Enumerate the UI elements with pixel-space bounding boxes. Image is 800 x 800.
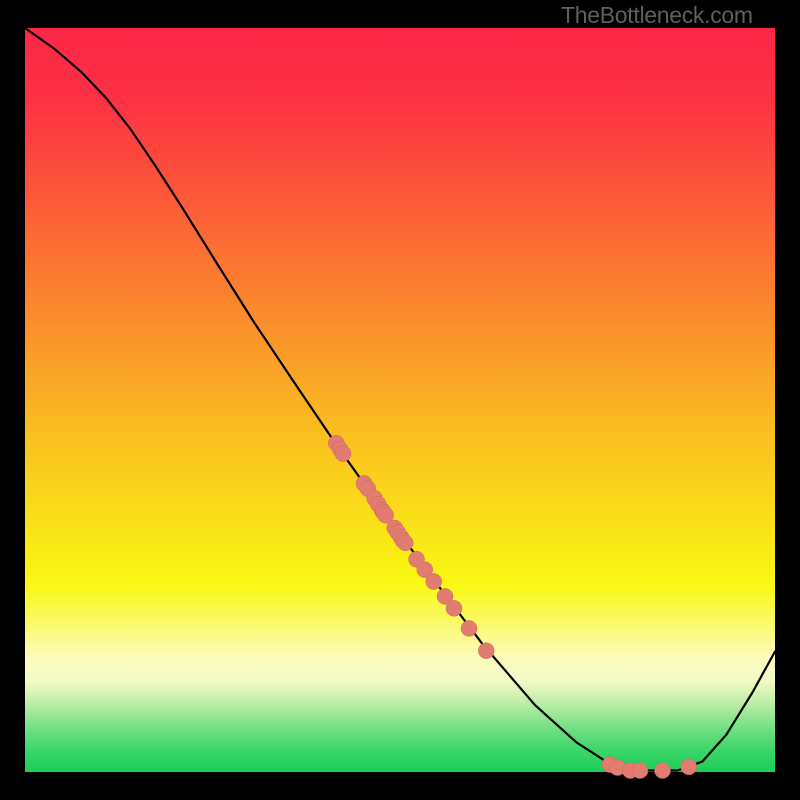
data-marker [335, 446, 351, 462]
bottleneck-curve-chart [0, 0, 800, 800]
data-marker [478, 643, 494, 659]
data-marker [446, 600, 462, 616]
data-marker [655, 763, 671, 779]
data-marker [681, 759, 697, 775]
watermark-text: TheBottleneck.com [561, 2, 753, 29]
data-marker [426, 574, 442, 590]
data-marker [632, 763, 648, 779]
data-marker [461, 620, 477, 636]
data-marker [397, 535, 413, 551]
